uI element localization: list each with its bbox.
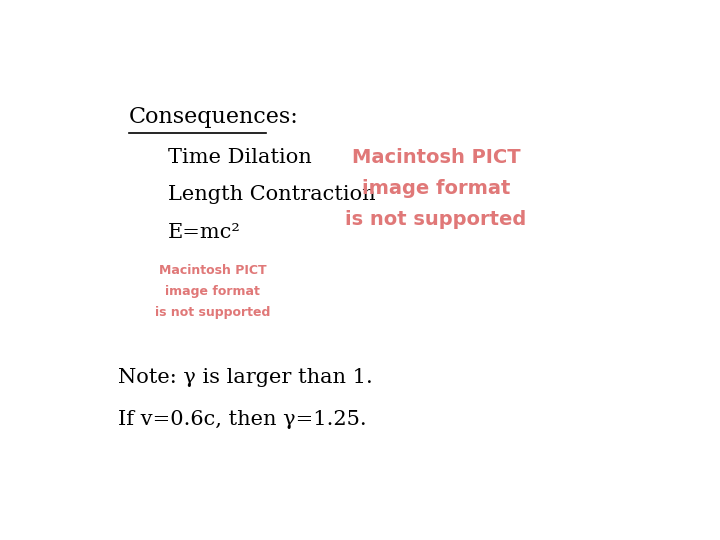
Text: If v=0.6c, then γ=1.25.: If v=0.6c, then γ=1.25. bbox=[118, 410, 366, 429]
Text: Length Contraction: Length Contraction bbox=[168, 185, 376, 204]
Text: Macintosh PICT: Macintosh PICT bbox=[351, 148, 521, 167]
Text: E=mc²: E=mc² bbox=[168, 223, 241, 242]
Text: image format: image format bbox=[166, 285, 260, 298]
Text: Macintosh PICT: Macintosh PICT bbox=[159, 265, 266, 278]
Text: image format: image format bbox=[361, 179, 510, 198]
Text: Note: γ is larger than 1.: Note: γ is larger than 1. bbox=[118, 368, 373, 387]
Text: is not supported: is not supported bbox=[155, 306, 271, 319]
Text: Time Dilation: Time Dilation bbox=[168, 148, 312, 167]
Text: Consequences:: Consequences: bbox=[129, 106, 299, 129]
Text: is not supported: is not supported bbox=[346, 210, 526, 230]
